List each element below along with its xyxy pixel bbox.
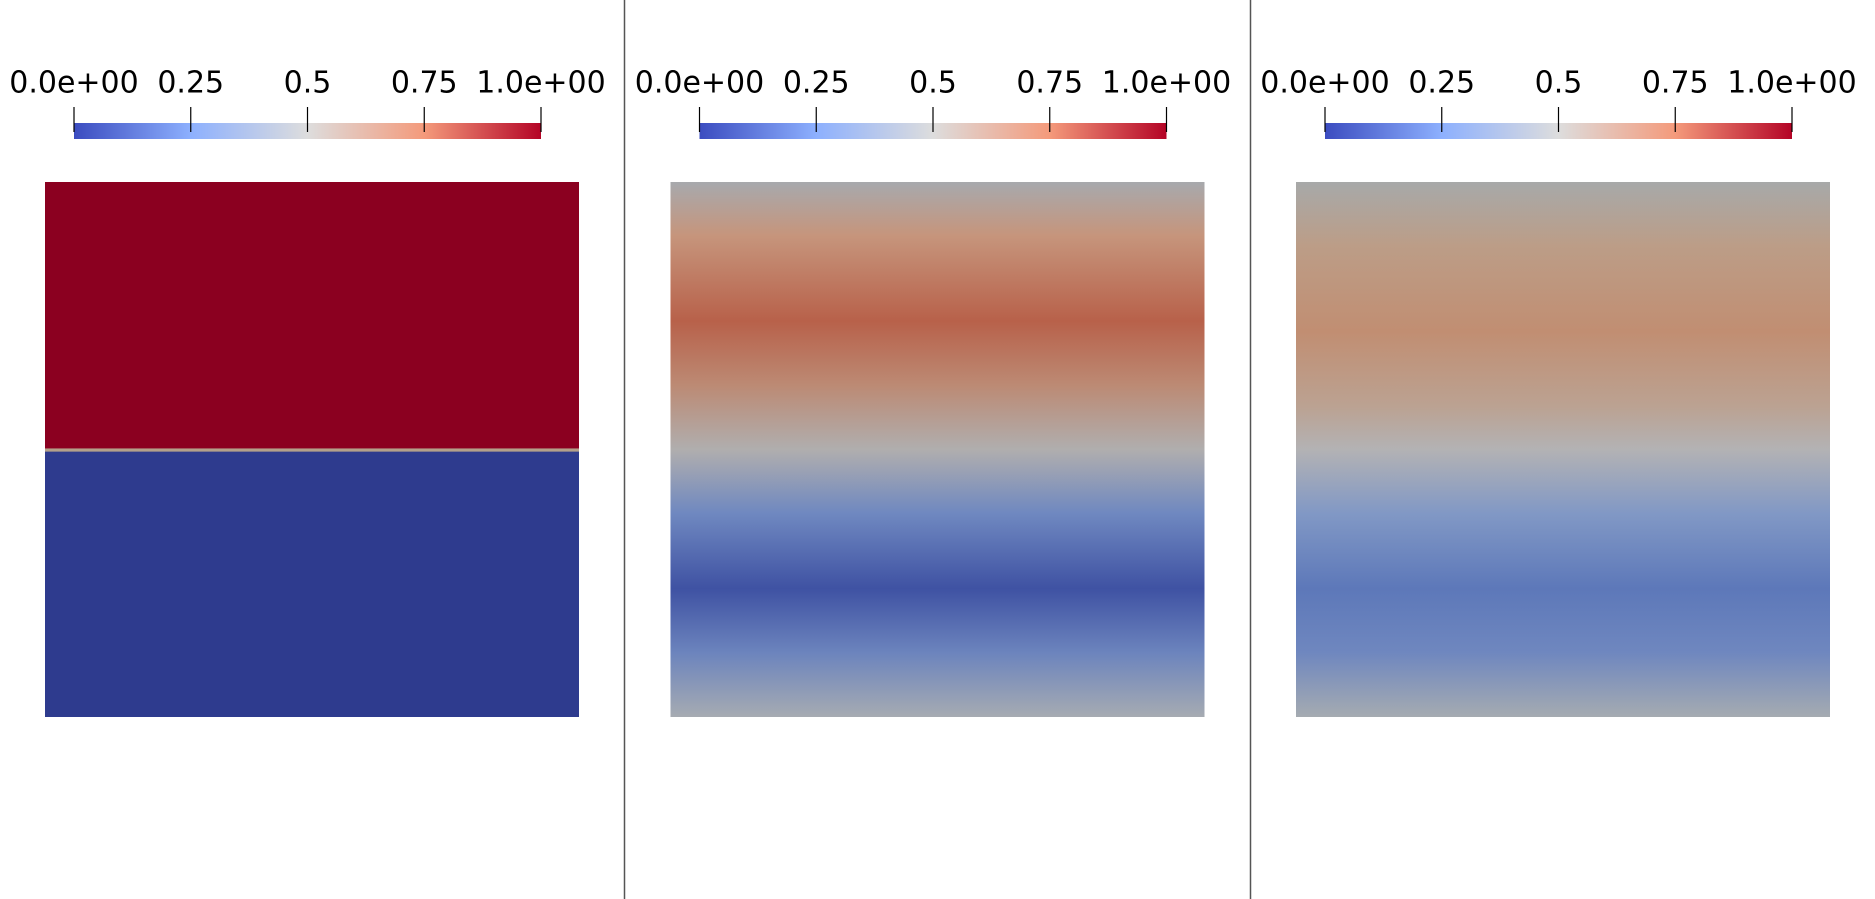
tick-label: 0.25 [157,66,224,101]
panel: 0.0e+00 0.25 0.5 0.75 1.0e+00 [9,66,606,717]
tick-label: 1.0e+00 [1727,66,1856,101]
field-plot [670,182,1205,717]
tick-label: 0.0e+00 [1260,66,1389,101]
tick-label: 1.0e+00 [1102,66,1231,101]
tick-label: 0.75 [1016,66,1083,101]
tick-label: 0.0e+00 [9,66,138,101]
tick-label: 1.0e+00 [476,66,605,101]
tick-label: 0.25 [1408,66,1475,101]
field-plot [1296,182,1830,717]
tick-label: 0.5 [1535,66,1583,101]
tick-label: 0.5 [909,66,957,101]
tick-label: 0.0e+00 [635,66,764,101]
tick-label: 0.75 [1642,66,1709,101]
tick-label: 0.25 [783,66,850,101]
tick-label: 0.75 [391,66,458,101]
panel: 0.0e+00 0.25 0.5 0.75 1.0e+00 [1260,66,1857,717]
panel: 0.0e+00 0.25 0.5 0.75 1.0e+00 [635,66,1231,717]
field-plot [45,182,579,717]
tick-label: 0.5 [284,66,332,101]
